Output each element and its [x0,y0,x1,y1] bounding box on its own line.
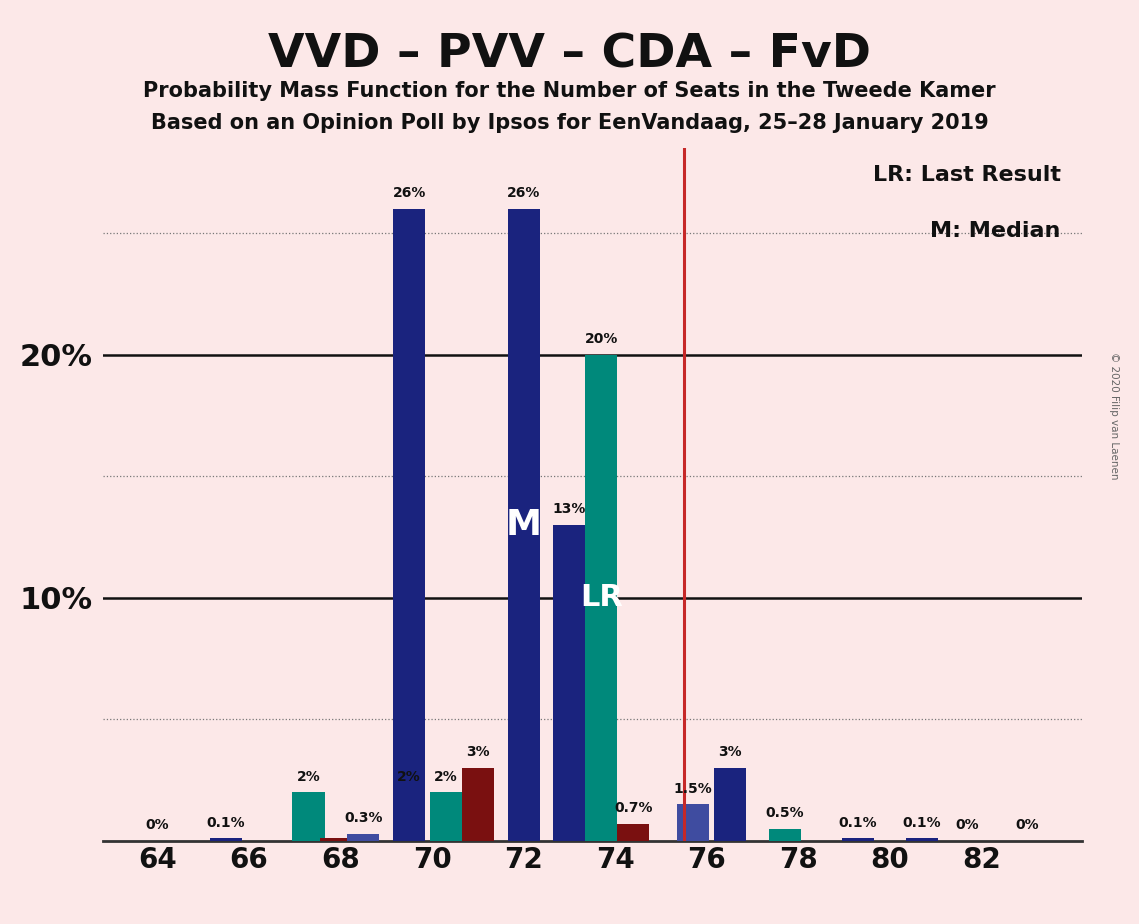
Text: 0.5%: 0.5% [765,806,804,821]
Bar [554,525,585,841]
Bar [429,792,461,841]
Text: 20%: 20% [584,332,618,346]
Text: 0%: 0% [1015,819,1039,833]
Bar [320,838,352,841]
Text: 0%: 0% [146,819,170,833]
Bar [617,824,649,841]
Text: 0.3%: 0.3% [344,811,383,825]
Text: Based on an Opinion Poll by Ipsos for EenVandaag, 25–28 January 2019: Based on an Opinion Poll by Ipsos for Ee… [150,113,989,133]
Text: M: Median: M: Median [931,221,1060,240]
Bar [508,209,540,841]
Text: 13%: 13% [552,503,587,517]
Text: 3%: 3% [718,746,741,760]
Bar [842,838,874,841]
Text: 1.5%: 1.5% [673,782,712,796]
Text: 0.1%: 0.1% [207,816,245,830]
Text: 26%: 26% [507,186,540,201]
Bar [677,805,708,841]
Text: LR: Last Result: LR: Last Result [872,165,1060,185]
Text: VVD – PVV – CDA – FvD: VVD – PVV – CDA – FvD [268,32,871,78]
Text: 2%: 2% [296,770,320,784]
Bar [906,838,937,841]
Text: LR: LR [580,583,623,613]
Text: 0.7%: 0.7% [614,801,653,815]
Text: © 2020 Filip van Laenen: © 2020 Filip van Laenen [1109,352,1118,480]
Bar [713,768,746,841]
Bar [585,355,617,841]
Text: M: M [506,507,542,541]
Text: 2%: 2% [434,770,458,784]
Text: 0.1%: 0.1% [838,816,877,830]
Text: 2%: 2% [398,770,421,784]
Bar [347,833,379,841]
Bar [393,792,425,841]
Text: 0%: 0% [956,819,980,833]
Bar [293,792,325,841]
Bar [461,768,494,841]
Text: 3%: 3% [466,746,490,760]
Text: 26%: 26% [393,186,426,201]
Text: Probability Mass Function for the Number of Seats in the Tweede Kamer: Probability Mass Function for the Number… [144,81,995,102]
Bar [393,209,425,841]
Bar [769,829,801,841]
Bar [210,838,243,841]
Text: 0.1%: 0.1% [902,816,941,830]
